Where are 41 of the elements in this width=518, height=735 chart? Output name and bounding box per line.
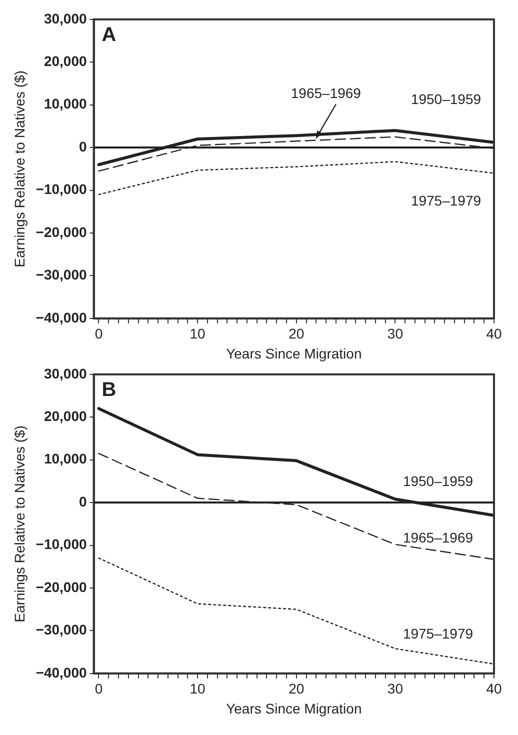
x-tick-label: 20 <box>288 326 304 342</box>
y-tick-label: 20,000 <box>44 408 87 424</box>
series-label: 1965–1969 <box>402 530 474 546</box>
x-tick-label: 30 <box>387 680 404 697</box>
y-tick-label: 10,000 <box>44 450 87 467</box>
series-label: 1950–1959 <box>410 90 482 107</box>
line-series <box>98 557 494 665</box>
y-tick-label: 20,000 <box>44 52 87 69</box>
x-tick-label: 0 <box>94 326 103 342</box>
y-tick-label: 0 <box>79 138 87 154</box>
y-tick-label: −20,000 <box>36 578 88 595</box>
line-series <box>98 161 494 196</box>
y-tick-label: −10,000 <box>36 181 88 198</box>
y-tick-label: −20,000 <box>36 224 88 240</box>
chart-title: A <box>102 24 116 46</box>
x-tick-label: 40 <box>486 680 502 697</box>
series-label: 1950–1959 <box>402 472 474 489</box>
x-tick-label: 40 <box>486 326 502 342</box>
x-tick-label: 10 <box>190 326 206 342</box>
y-tick-label: −40,000 <box>36 309 88 326</box>
y-axis-title: Earnings Relative to Natives ($) <box>11 70 28 268</box>
chart-title: B <box>102 378 116 401</box>
y-tick-label: 0 <box>79 493 87 510</box>
y-tick-label: 30,000 <box>44 365 87 382</box>
y-tick-label: −30,000 <box>36 622 88 638</box>
x-tick-label: 20 <box>288 680 304 697</box>
y-tick-label: 30,000 <box>44 10 87 26</box>
line-series <box>98 452 494 560</box>
y-tick-label: 10,000 <box>44 96 87 112</box>
x-axis-title: Years Since Migration <box>226 700 362 716</box>
y-axis-title: Earnings Relative to Natives ($) <box>11 425 28 622</box>
series-label: 1975–1979 <box>410 192 482 209</box>
series-label: 1975–1979 <box>402 625 474 642</box>
y-tick-label: −30,000 <box>36 266 88 283</box>
x-tick-label: 30 <box>387 326 404 342</box>
x-axis-title: Years Since Migration <box>226 345 362 362</box>
y-tick-label: −40,000 <box>36 664 88 680</box>
x-tick-label: 10 <box>190 680 206 697</box>
y-tick-label: −10,000 <box>36 536 88 552</box>
text: 1965–1969 <box>290 85 362 102</box>
x-tick-label: 0 <box>94 680 103 697</box>
